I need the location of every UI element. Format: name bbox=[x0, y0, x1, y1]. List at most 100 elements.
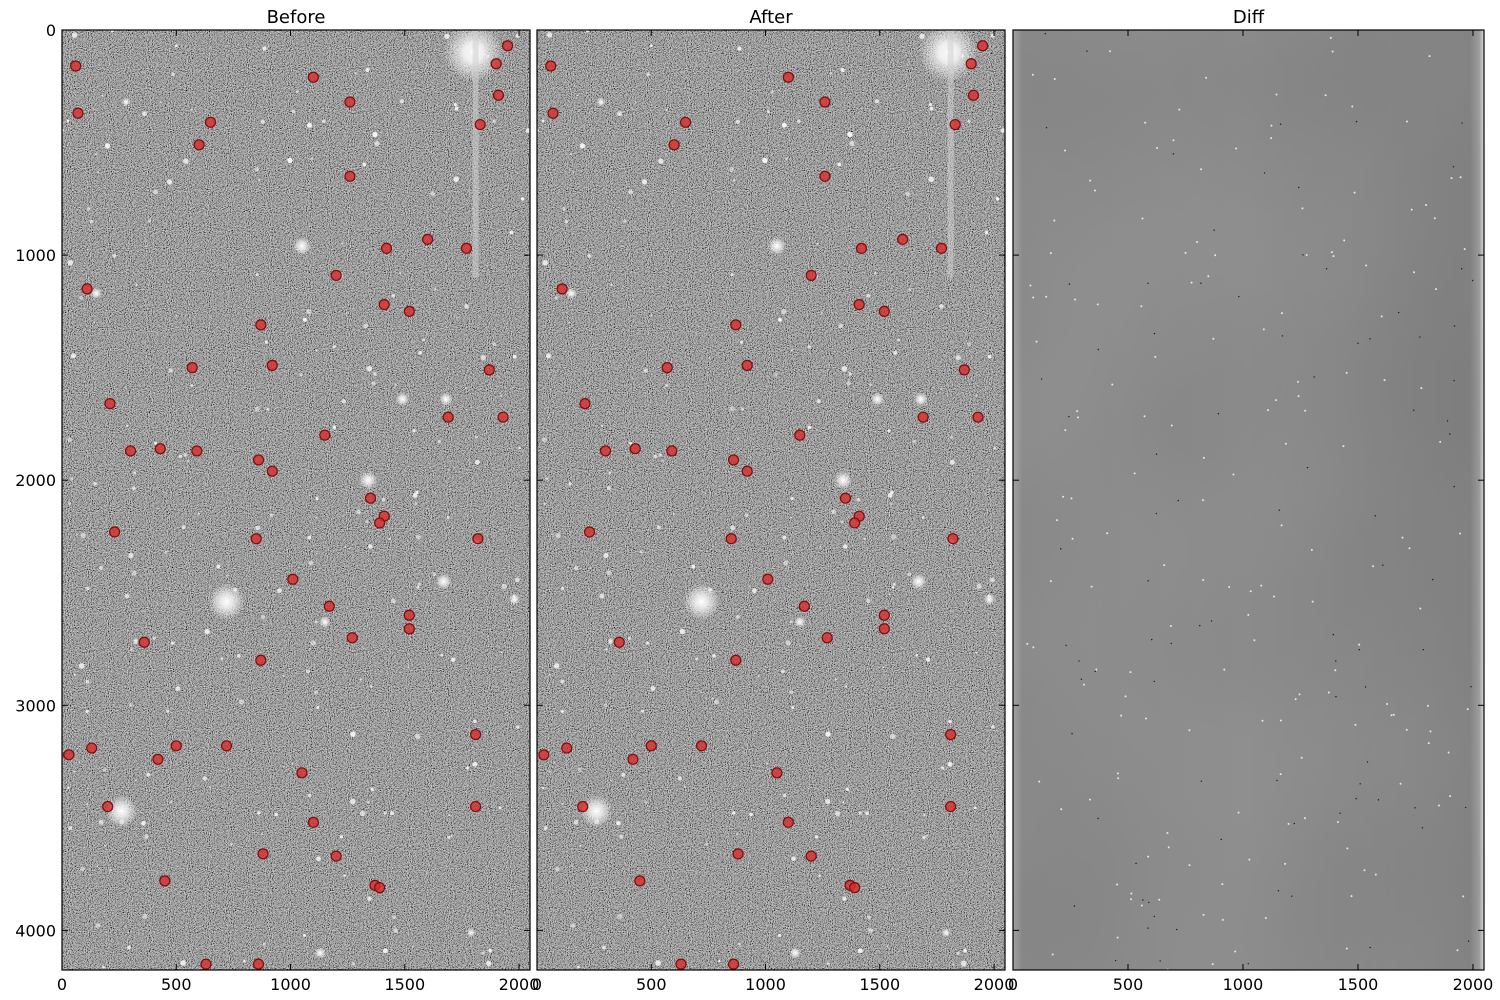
detection-marker bbox=[945, 800, 957, 813]
faint-source bbox=[545, 477, 549, 480]
faint-source bbox=[180, 960, 186, 966]
faint-source bbox=[518, 446, 521, 450]
faint-source bbox=[477, 963, 479, 966]
detection-marker bbox=[138, 636, 150, 648]
faint-source bbox=[394, 383, 397, 386]
faint-source bbox=[797, 119, 801, 123]
diff-residual bbox=[1109, 50, 1112, 53]
diff-residual bbox=[1130, 898, 1133, 901]
faint-source bbox=[621, 245, 623, 247]
diff-residual bbox=[1095, 668, 1098, 671]
faint-source bbox=[708, 357, 711, 359]
bleed-streak bbox=[472, 30, 479, 278]
faint-source bbox=[849, 140, 855, 147]
diff-residual-dark bbox=[1142, 899, 1144, 901]
detection-marker bbox=[958, 364, 970, 376]
diff-residual bbox=[1031, 73, 1034, 76]
faint-source bbox=[1000, 128, 1005, 133]
faint-source bbox=[912, 439, 916, 444]
faint-source bbox=[79, 866, 85, 872]
detection-marker bbox=[492, 89, 505, 101]
diff-residual-dark bbox=[1453, 379, 1455, 382]
faint-source bbox=[372, 131, 378, 138]
faint-source bbox=[414, 502, 418, 506]
faint-source bbox=[500, 394, 503, 397]
faint-source bbox=[89, 219, 94, 224]
faint-source bbox=[86, 802, 89, 806]
faint-source bbox=[381, 497, 386, 502]
faint-source bbox=[153, 189, 159, 195]
diff-residual bbox=[1270, 137, 1273, 140]
faint-source bbox=[287, 157, 293, 164]
faint-source bbox=[739, 340, 743, 344]
diff-residual bbox=[1380, 315, 1383, 318]
diff-residual bbox=[1463, 248, 1466, 251]
diff-residual bbox=[1235, 147, 1238, 150]
diff-residual-dark bbox=[1414, 807, 1416, 809]
detection-marker bbox=[378, 299, 390, 311]
faint-source bbox=[170, 641, 175, 645]
faint-source bbox=[844, 685, 848, 688]
faint-source bbox=[653, 454, 658, 459]
faint-source bbox=[315, 349, 318, 352]
faint-source bbox=[649, 44, 653, 48]
axes-frame bbox=[536, 29, 1006, 971]
faint-source bbox=[67, 786, 70, 790]
detection-marker bbox=[666, 445, 678, 457]
faint-source bbox=[70, 477, 74, 480]
diff-residual-dark bbox=[1291, 895, 1293, 897]
faint-source bbox=[440, 653, 444, 657]
faint-source bbox=[665, 108, 668, 112]
x-tick-label: 0 bbox=[57, 975, 67, 994]
faint-source bbox=[785, 640, 791, 646]
faint-source bbox=[546, 32, 553, 38]
diff-residual bbox=[1032, 296, 1035, 299]
bright-source bbox=[565, 287, 577, 300]
faint-source bbox=[729, 406, 735, 412]
bright-source bbox=[580, 795, 613, 828]
faint-source bbox=[619, 834, 624, 839]
diff-residual bbox=[1327, 691, 1330, 694]
bright-source bbox=[319, 616, 331, 628]
diff-residual bbox=[1248, 858, 1251, 861]
x-tick-label: 1000 bbox=[1223, 975, 1264, 994]
faint-source bbox=[368, 490, 371, 492]
faint-source bbox=[790, 552, 793, 555]
faint-source bbox=[101, 94, 104, 97]
diff-residual bbox=[1343, 239, 1346, 242]
diff-residual bbox=[1275, 93, 1278, 96]
diff-residual-dark bbox=[1040, 378, 1043, 380]
diff-residual bbox=[1405, 728, 1408, 731]
diff-residual bbox=[1345, 947, 1348, 950]
faint-source bbox=[371, 381, 376, 386]
faint-source bbox=[737, 942, 741, 946]
faint-source bbox=[712, 653, 716, 658]
bright-source bbox=[508, 593, 521, 606]
faint-source bbox=[102, 965, 105, 969]
faint-source bbox=[169, 800, 173, 804]
detection-marker bbox=[422, 233, 434, 245]
detection-marker bbox=[972, 411, 984, 423]
diff-residual bbox=[1365, 264, 1368, 267]
diff-residual bbox=[1345, 371, 1348, 374]
faint-source bbox=[718, 959, 721, 963]
faint-source bbox=[104, 143, 111, 149]
detection-marker bbox=[613, 636, 625, 648]
faint-source bbox=[931, 316, 933, 318]
faint-source bbox=[882, 666, 884, 669]
faint-source bbox=[572, 171, 575, 173]
faint-source bbox=[390, 811, 395, 816]
diff-residual bbox=[1145, 717, 1148, 720]
faint-source bbox=[730, 525, 736, 531]
faint-source bbox=[465, 766, 470, 770]
faint-source bbox=[367, 801, 370, 804]
faint-source bbox=[656, 525, 661, 530]
faint-source bbox=[315, 496, 319, 501]
diff-residual bbox=[1029, 284, 1032, 287]
diff-residual bbox=[1462, 895, 1465, 898]
diff-residual bbox=[1117, 777, 1120, 780]
faint-source bbox=[840, 520, 844, 524]
faint-source bbox=[417, 582, 421, 586]
faint-source bbox=[967, 342, 971, 346]
diff-residual-dark bbox=[1213, 229, 1215, 231]
